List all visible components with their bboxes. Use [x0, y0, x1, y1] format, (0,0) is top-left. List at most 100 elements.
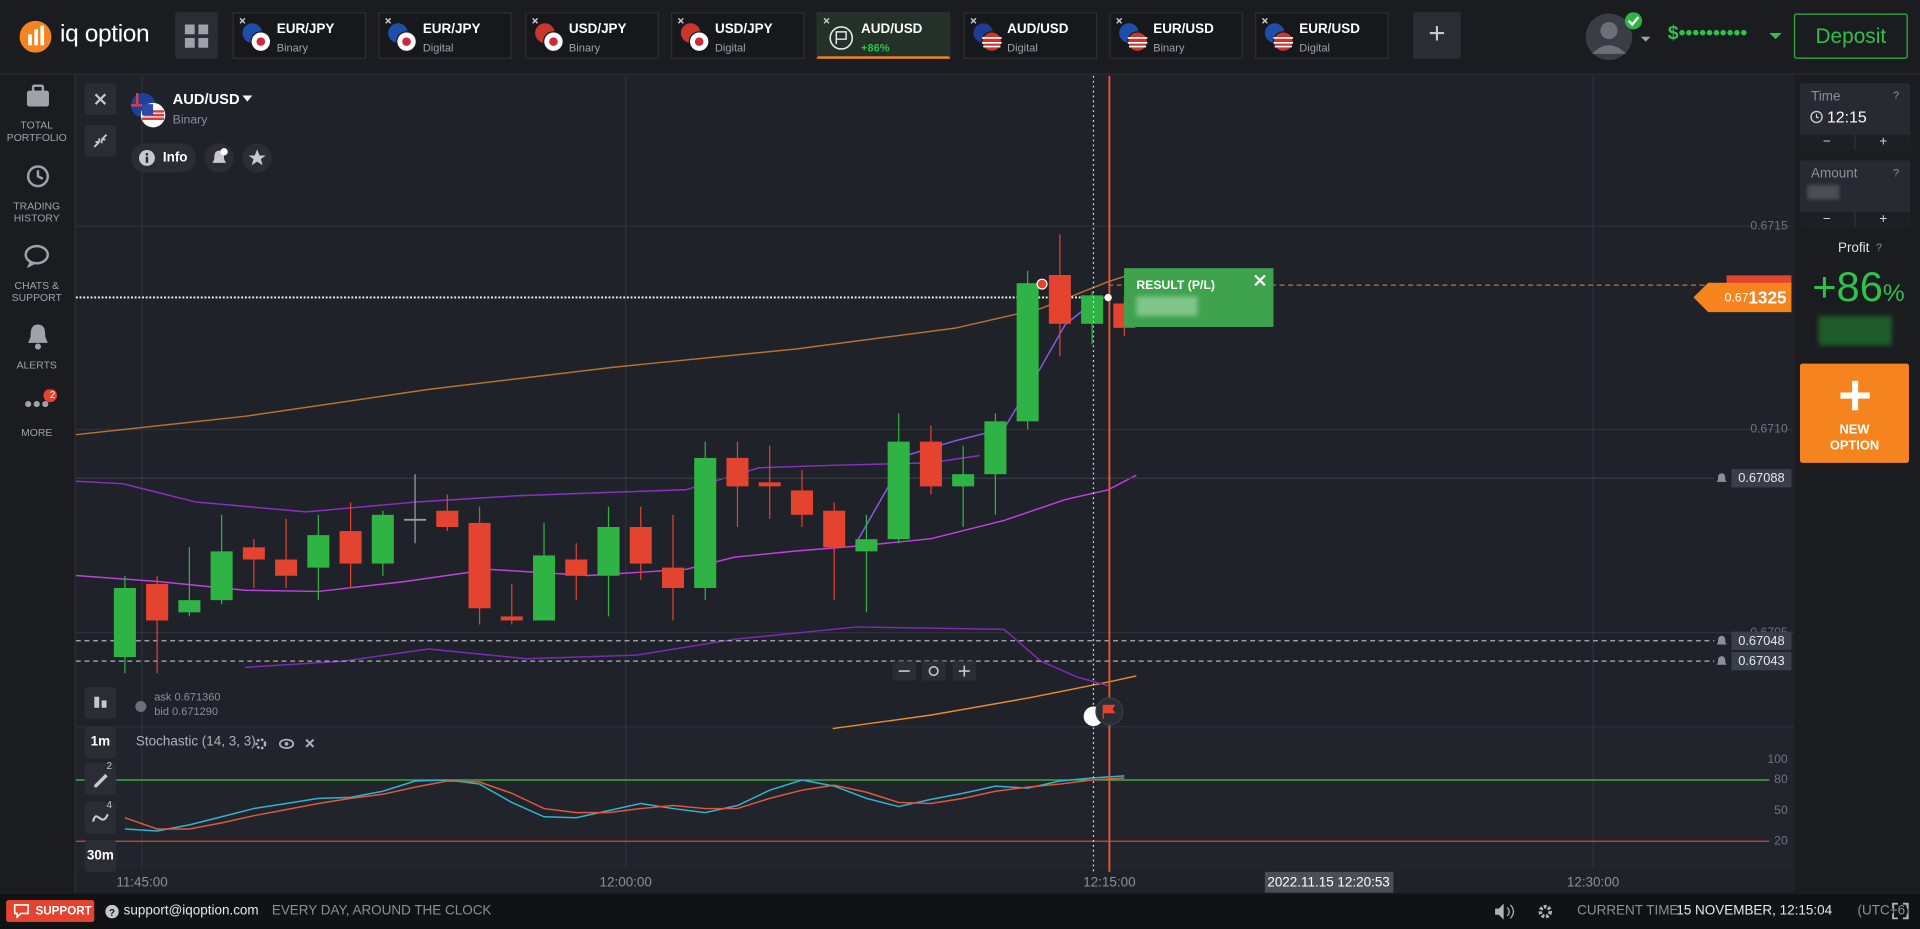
x-tick-label: 12:15:00 — [1083, 874, 1135, 889]
history-icon — [26, 165, 49, 188]
tab-flag — [969, 17, 1002, 53]
zoom-reset[interactable] — [922, 661, 946, 681]
avatar[interactable] — [1584, 12, 1657, 63]
new-option-button[interactable]: NEW OPTION — [1800, 363, 1909, 463]
amount-plus[interactable]: + — [1856, 211, 1911, 228]
tab-sub: Binary — [1153, 41, 1185, 54]
tab[interactable]: AUD/USD +86% — [816, 12, 951, 59]
sidebar-item[interactable]: TOTAL PORTFOLIO — [6, 118, 67, 144]
tab-flag — [1262, 17, 1294, 53]
time-plus[interactable]: + — [1856, 134, 1911, 151]
candle-body — [533, 555, 556, 621]
candle-size[interactable]: 30m — [84, 840, 117, 872]
indicators-button[interactable] — [84, 802, 117, 834]
time-value: 12:15 — [1826, 107, 1867, 127]
time-help[interactable]: ? — [1893, 89, 1900, 102]
support-button[interactable]: SUPPORT — [6, 900, 95, 923]
sidebar-item[interactable]: CHATS & SUPPORT — [11, 279, 62, 304]
x-tick-label: 11:45:00 — [116, 874, 167, 889]
x-tick-label: 12:00:00 — [600, 874, 652, 889]
logo-text: iq option — [60, 20, 150, 48]
price-digits: 1325 — [1748, 287, 1787, 307]
sidebar-item[interactable]: TRADING HISTORY — [13, 199, 61, 225]
tab-flag — [823, 17, 854, 50]
time-box[interactable]: Time ? 12:15 − + — [1800, 83, 1911, 151]
time-minus[interactable]: − — [1800, 134, 1854, 151]
tab-pair: EUR/JPY — [422, 22, 481, 37]
balance[interactable]: $•••••••••• — [1667, 23, 1748, 45]
amount-minus[interactable]: − — [1800, 211, 1854, 228]
candle-body — [146, 583, 169, 621]
tab[interactable]: EUR/JPY Binary — [232, 12, 367, 59]
result-close[interactable] — [1254, 274, 1266, 287]
alert-button[interactable] — [204, 143, 234, 173]
info-button[interactable]: Info — [131, 143, 196, 173]
portfolio-icon — [26, 84, 49, 107]
candle-body — [1048, 275, 1071, 324]
flag-dot — [548, 37, 558, 46]
indicator-badge: 4 — [106, 799, 112, 811]
deposit-button[interactable]: Deposit — [1793, 13, 1908, 59]
crosshair-time-box — [1264, 871, 1394, 893]
amount-help[interactable]: ? — [1893, 166, 1900, 179]
tab-pair: AUD/USD — [1007, 22, 1069, 37]
tab-close — [823, 17, 830, 24]
candle-body — [919, 441, 942, 487]
sidebar-item[interactable]: MORE — [21, 426, 53, 439]
support-email[interactable]: support@iqoption.com — [123, 903, 259, 919]
profit-help[interactable]: ? — [1875, 241, 1883, 254]
grid-button[interactable] — [175, 12, 218, 59]
result-box[interactable]: RESULT (P/L) — [1124, 268, 1274, 327]
tab-sub: Digital — [422, 41, 454, 54]
amount-box[interactable]: Amount ? − + — [1800, 160, 1911, 228]
crosshair-time: 2022.11.15 12:20:53 — [1267, 874, 1389, 889]
draw-tools[interactable] — [84, 762, 117, 795]
tab[interactable]: EUR/USD Digital — [1255, 12, 1389, 59]
profit-unit: % — [1882, 280, 1905, 308]
candle-body — [500, 616, 523, 621]
tab[interactable]: EUR/USD Binary — [1109, 12, 1243, 59]
svg-text:?: ? — [109, 908, 115, 918]
profit-label: Profit — [1837, 241, 1870, 256]
x-tick-label: 12:30:00 — [1567, 874, 1619, 889]
ask-price: ask 0.671360 — [154, 690, 221, 703]
stochastic-controls[interactable] — [253, 736, 326, 752]
price-dot — [1104, 293, 1112, 302]
tab[interactable]: USD/JPY Digital — [670, 12, 805, 59]
add-tab[interactable]: + — [1413, 12, 1461, 59]
new-option-icon — [1840, 380, 1870, 411]
asset-name[interactable]: AUD/USD — [172, 90, 240, 108]
sidebar-item[interactable]: ALERTS — [16, 358, 57, 372]
flag-mark — [835, 31, 848, 45]
candle-body — [952, 474, 975, 487]
tab-sub: Binary — [568, 41, 601, 54]
footer-controls[interactable] — [1494, 902, 1567, 920]
flag-stripes — [981, 37, 1002, 48]
time-label: Time — [1811, 89, 1841, 105]
tab[interactable]: EUR/JPY Digital — [378, 12, 513, 59]
alert-label: 0.67048 — [1738, 633, 1784, 648]
candle-body — [1016, 283, 1039, 422]
candle-body — [113, 587, 136, 658]
candle-body — [565, 559, 588, 576]
amount-hidden — [1807, 184, 1840, 200]
y-tick-label: 0.6710 — [1750, 422, 1788, 436]
tab-close — [969, 17, 976, 24]
favorite-button[interactable] — [242, 143, 272, 173]
quote-help[interactable] — [135, 700, 147, 713]
close-chart[interactable] — [84, 83, 117, 116]
collapse-chart[interactable] — [84, 124, 117, 157]
stochastic-line — [124, 777, 1125, 830]
candle-body — [823, 510, 846, 548]
time-zone: (UTC+6) — [1857, 903, 1910, 919]
tab[interactable]: AUD/USD Digital — [963, 12, 1097, 59]
asset-kind: Binary — [172, 113, 208, 128]
tab[interactable]: USD/JPY Binary — [524, 12, 659, 59]
candle-body — [275, 559, 298, 576]
tab-flag — [385, 17, 418, 53]
chart-type[interactable] — [84, 686, 117, 719]
fullscreen[interactable] — [1892, 902, 1909, 920]
timeframe[interactable]: 1m — [84, 726, 117, 758]
tab-sub: Digital — [1007, 41, 1038, 54]
